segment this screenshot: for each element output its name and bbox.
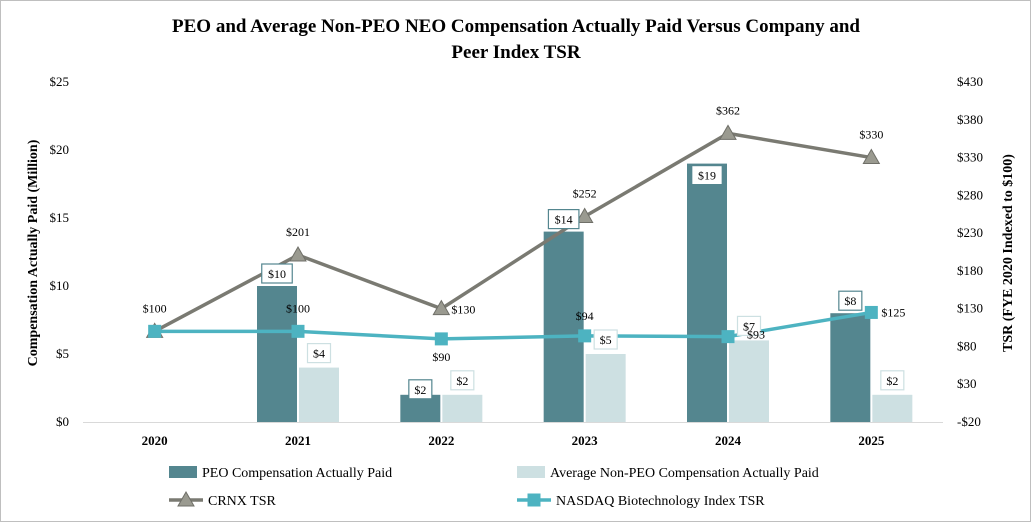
y2-tick-label: $30 [957, 376, 977, 391]
x-tick-label: 2021 [285, 433, 311, 448]
nasdaq-tsr-point [721, 330, 735, 344]
chart-title-line1: PEO and Average Non-PEO NEO Compensation… [172, 16, 860, 37]
y-tick-label: $20 [50, 142, 70, 157]
legend-label-crnx: CRNX TSR [208, 494, 276, 509]
crnx-tsr-label: $201 [286, 225, 310, 239]
crnx-tsr-point [719, 124, 737, 140]
legend-marker-nasdaq [527, 493, 541, 507]
y2-tick-label: $430 [957, 74, 983, 89]
bar-label-box [261, 263, 293, 284]
nasdaq-tsr-point [434, 332, 448, 346]
crnx-tsr-label: $130 [451, 303, 475, 317]
bar-non-peo [442, 394, 483, 422]
nasdaq-tsr-point [578, 329, 592, 343]
bar-data-label: $14 [555, 213, 573, 227]
x-tick-label: 2025 [858, 433, 885, 448]
y-axis-ticks: $0 $5 $10 $15 $20 $25 [50, 74, 70, 429]
legend-swatch-non-peo [517, 466, 545, 478]
y2-tick-label: -$20 [957, 414, 981, 429]
bar-data-label: $7 [743, 319, 755, 333]
y2-tick-label: $280 [957, 187, 983, 202]
nasdaq-tsr-point [291, 324, 305, 338]
bar-label-box [306, 343, 332, 364]
y2-tick-label: $230 [957, 225, 983, 240]
nasdaq-tsr-point [148, 324, 162, 338]
x-axis-ticks: 2020 2021 2022 2023 2024 2025 [142, 433, 885, 448]
bar-data-label: $2 [456, 374, 468, 388]
y-tick-label: $25 [50, 74, 70, 89]
bar-data-label: $8 [844, 294, 856, 308]
bar-peo [687, 163, 727, 422]
y2-axis-ticks: -$20 $30 $80 $130 $180 $230 $280 $330 $380 $430 [957, 74, 983, 429]
x-tick-label: 2024 [715, 433, 742, 448]
y-axis-title: Compensation Actually Paid (Million) [26, 139, 41, 366]
bar-non-peo [299, 367, 339, 422]
bar-data-label: $2 [886, 374, 898, 388]
crnx-tsr-point [862, 148, 881, 165]
crnx-tsr-point [575, 207, 594, 223]
y-tick-label: $15 [50, 210, 70, 225]
bar-non-peo [729, 340, 769, 422]
bar-non-peo [872, 394, 913, 422]
bar-data-label: $2 [414, 383, 426, 397]
legend-label-nasdaq: NASDAQ Biotechnology Index TSR [556, 494, 765, 509]
legend-label-non-peo: Average Non-PEO Compensation Actually Pa… [550, 466, 819, 481]
nasdaq-tsr-label: $125 [881, 305, 905, 319]
y2-tick-label: $180 [957, 263, 983, 278]
nasdaq-tsr-point [864, 305, 878, 319]
x-tick-label: 2020 [142, 433, 168, 448]
crnx-tsr-point [432, 299, 451, 316]
y2-tick-label: $380 [957, 112, 983, 127]
crnx-tsr-point [289, 246, 307, 262]
bar-data-label: $10 [268, 267, 286, 281]
nasdaq-tsr-label: $94 [576, 309, 594, 323]
bar-label-box [593, 329, 618, 350]
bar-label-box [838, 290, 863, 311]
legend: PEO Compensation Actually Paid Average No… [169, 466, 819, 509]
bar-peo [543, 231, 584, 422]
y2-axis-title: TSR (FYE 2020 Indexed to $100) [1001, 154, 1016, 352]
y-tick-label: $5 [56, 346, 69, 361]
legend-label-peo: PEO Compensation Actually Paid [202, 466, 392, 481]
y2-tick-label: $330 [957, 150, 983, 165]
legend-marker-crnx [177, 490, 195, 507]
bar-data-label: $5 [600, 333, 612, 347]
chart-title-line2: Peer Index TSR [451, 42, 580, 63]
x-tick-label: 2023 [572, 433, 599, 448]
bar-non-peo [585, 354, 626, 422]
y-tick-label: $10 [50, 278, 70, 293]
bars-group [257, 163, 913, 422]
crnx-tsr-label: $362 [716, 103, 740, 117]
y2-tick-label: $80 [957, 338, 977, 353]
bar-peo [830, 313, 871, 422]
lines-group [145, 124, 881, 346]
y-tick-label: $0 [56, 414, 69, 429]
nasdaq-tsr-label: $100 [286, 301, 310, 315]
data-labels-group: $10 $2 $14 $19 $8 $4 $2 $5 $7 $2 $100 $201 $130 $252 $… [143, 103, 905, 400]
bar-data-label: $19 [698, 169, 716, 183]
crnx-tsr-label: $100 [143, 301, 167, 315]
legend-swatch-peo [169, 466, 197, 478]
bar-label-box [880, 370, 905, 391]
bar-label-box [450, 370, 475, 391]
nasdaq-tsr-label: $90 [432, 350, 450, 364]
bar-peo [257, 286, 297, 422]
x-tick-label: 2022 [428, 433, 454, 448]
crnx-tsr-label: $252 [573, 186, 597, 200]
y2-tick-label: $130 [957, 301, 983, 316]
bar-label-box [691, 165, 723, 186]
bar-label-box [736, 315, 762, 336]
bar-label-box [408, 379, 433, 400]
crnx-tsr-label: $330 [859, 128, 883, 142]
bar-data-label: $4 [313, 347, 325, 361]
bar-label-box [547, 209, 580, 230]
nasdaq-tsr-label: $93 [747, 328, 765, 342]
